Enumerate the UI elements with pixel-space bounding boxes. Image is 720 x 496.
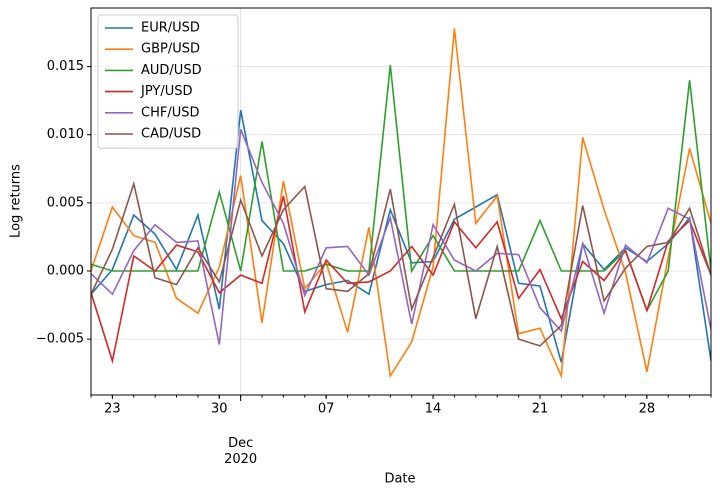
legend-label: EUR/USD	[141, 21, 200, 36]
series-line	[91, 195, 711, 365]
x-tick-label: 14	[425, 402, 442, 417]
x-tick-label: 21	[532, 402, 549, 417]
series-line	[91, 129, 711, 345]
x-tick-label: 30	[211, 402, 228, 417]
x-axis-label: Date	[384, 472, 415, 487]
legend-label: GBP/USD	[141, 42, 200, 57]
x-tick-label: 07	[318, 402, 335, 417]
series-line	[91, 65, 711, 313]
series-line	[91, 180, 711, 347]
legend-label: CHF/USD	[141, 105, 200, 120]
legend-box	[97, 14, 239, 149]
series-line	[91, 110, 711, 363]
legend-label: JPY/USD	[140, 84, 193, 99]
x-tick-label: Dec 2020	[224, 436, 257, 467]
y-tick-label: 0.010	[47, 127, 84, 142]
y-tick-label: 0.005	[47, 195, 84, 210]
series-line	[91, 28, 711, 380]
y-tick-label: 0.015	[47, 59, 84, 74]
x-tick-label: 28	[639, 402, 656, 417]
y-axis-label: Log returns	[9, 164, 24, 238]
legend-label: CAD/USD	[141, 127, 201, 142]
legend-label: AUD/USD	[141, 63, 202, 78]
x-tick-label: 23	[104, 402, 121, 417]
y-tick-label: 0.000	[47, 263, 84, 278]
plot-frame	[90, 7, 712, 396]
y-tick-label: −0.005	[36, 332, 84, 347]
